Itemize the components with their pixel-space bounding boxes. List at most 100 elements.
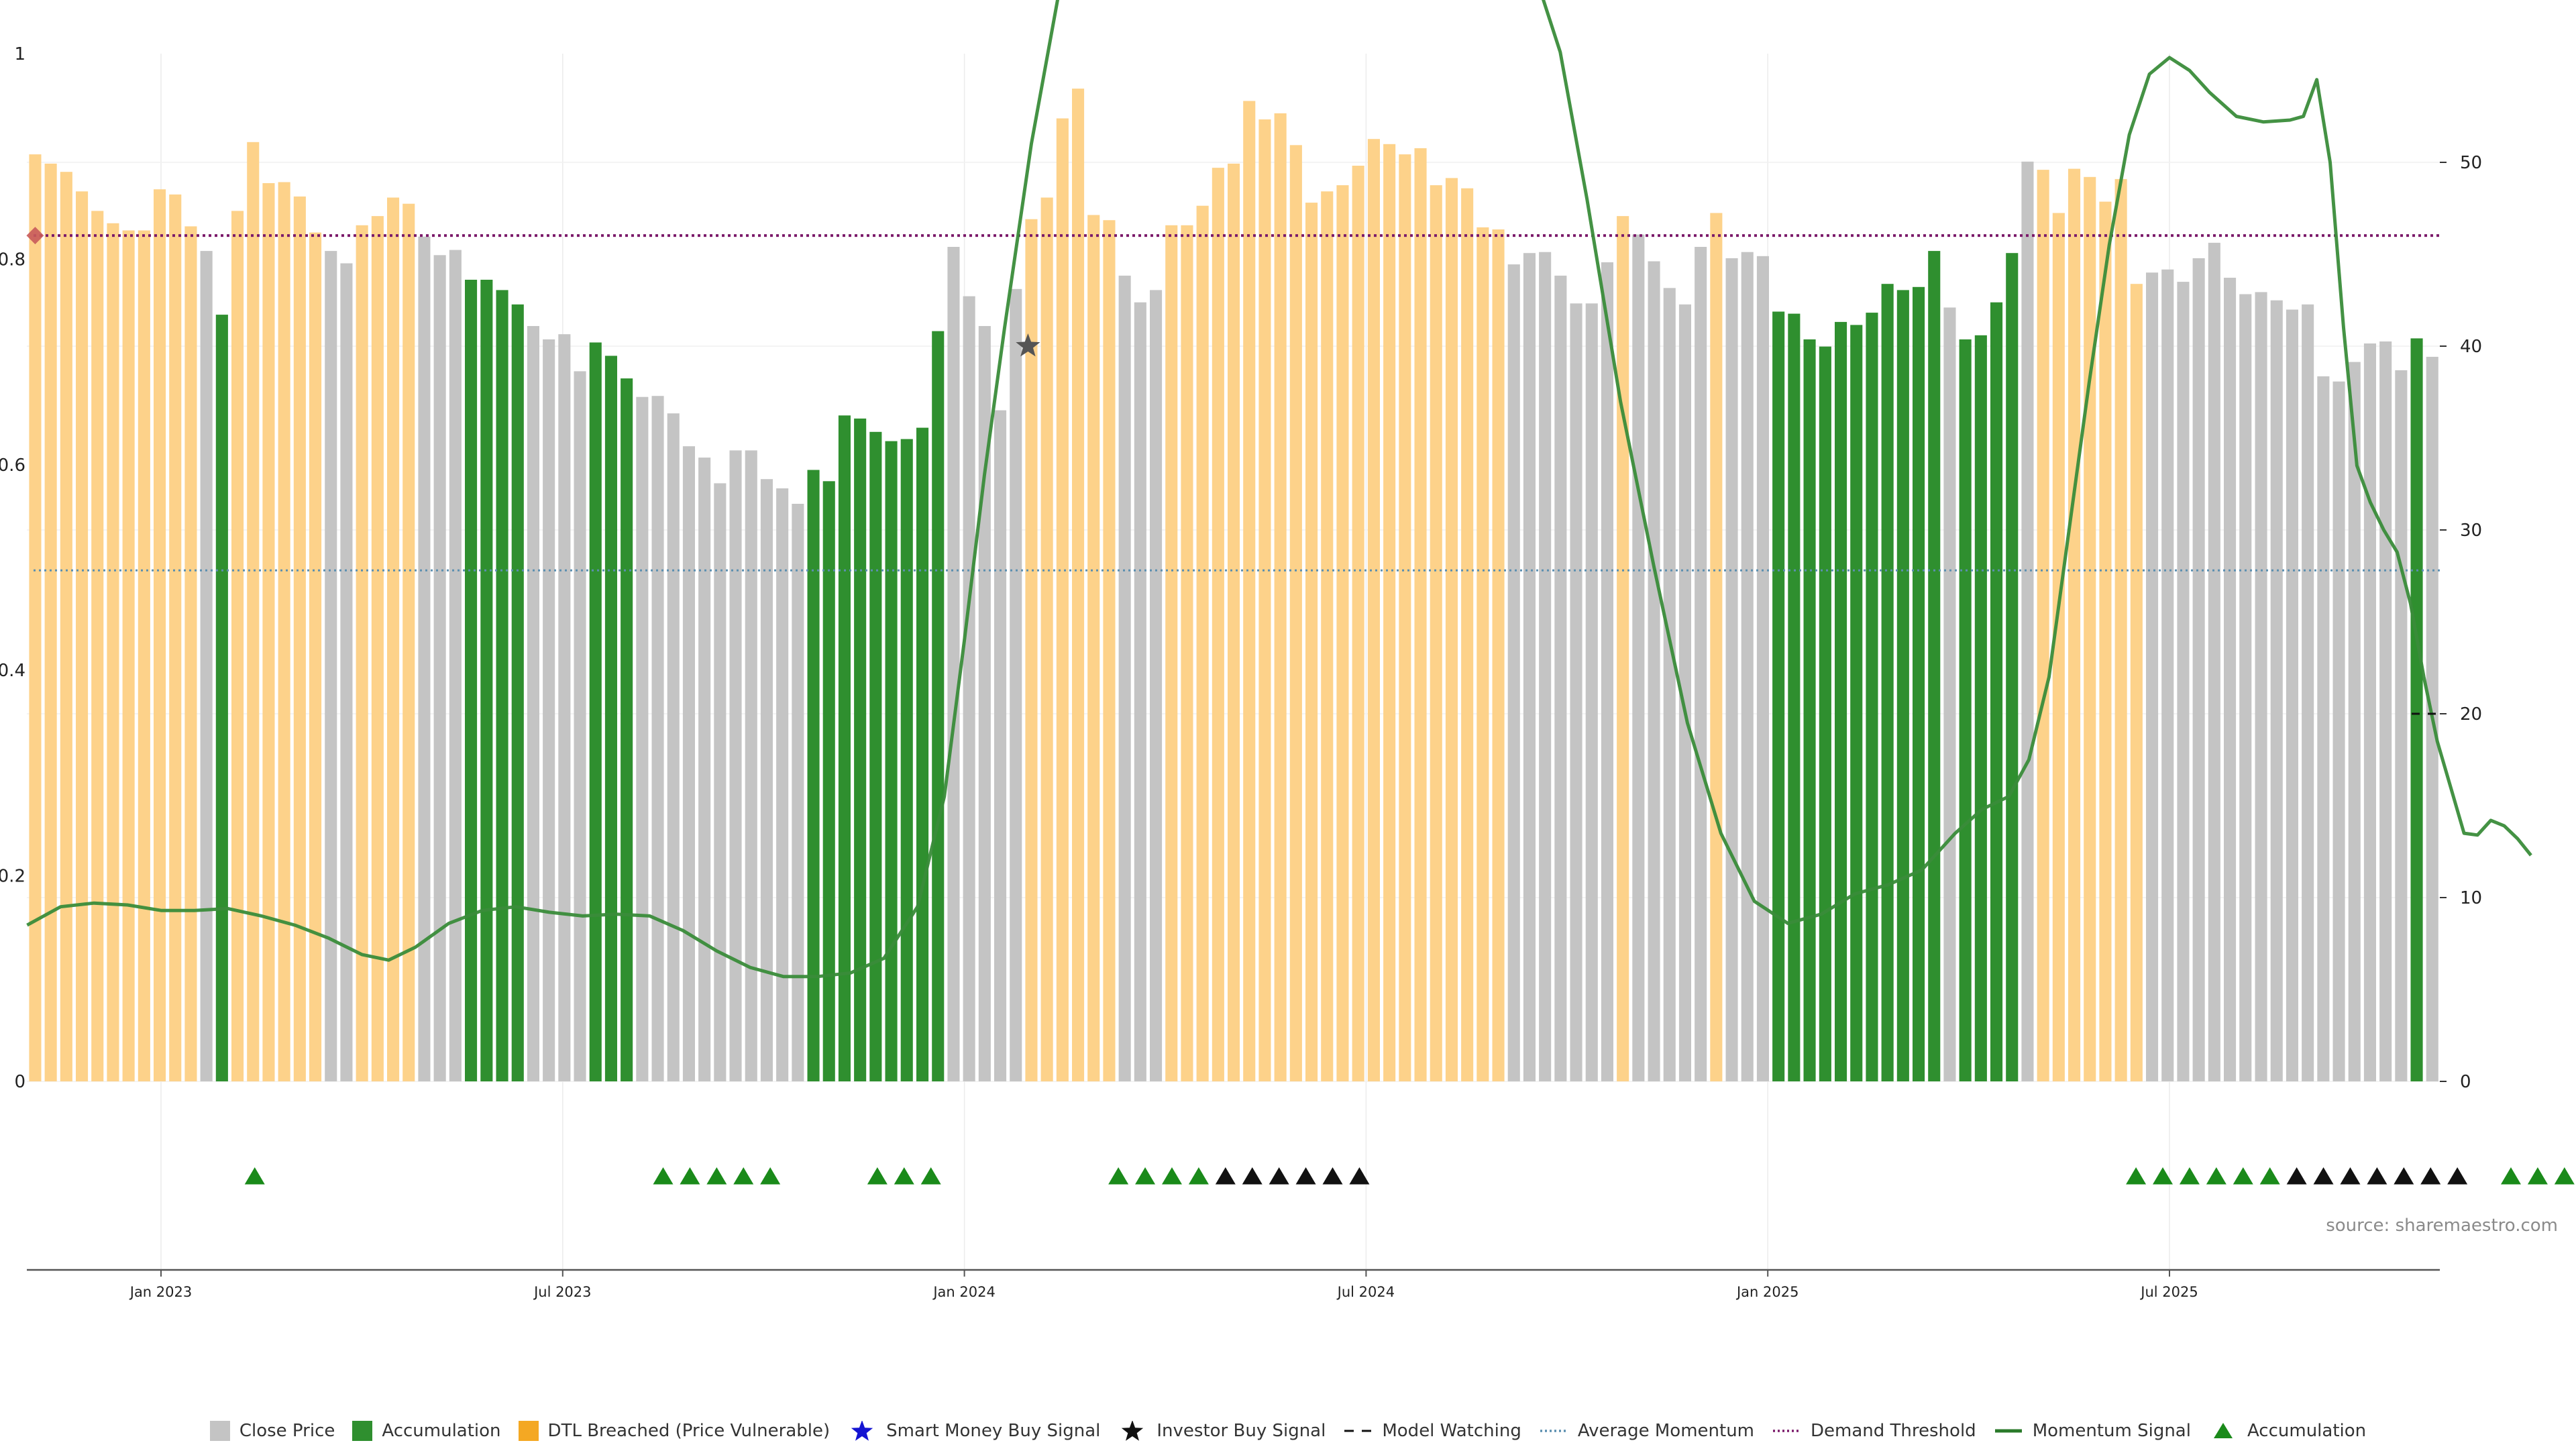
- close-price-bar: [1445, 178, 1458, 1081]
- y-right-tick-label: 10: [2460, 888, 2482, 908]
- close-price-bar: [154, 189, 166, 1082]
- close-price-bar: [231, 211, 244, 1081]
- close-price-bar: [1118, 275, 1131, 1081]
- close-price-bar: [1850, 325, 1863, 1081]
- close-price-bar: [776, 488, 789, 1081]
- accumulation-marker-black: [2394, 1167, 2414, 1185]
- close-price-bar: [1289, 145, 1302, 1081]
- accumulation-marker-black: [1269, 1167, 1289, 1185]
- close-price-bar: [1523, 253, 1536, 1082]
- close-price-bar: [2146, 272, 2159, 1081]
- close-price-bar: [885, 441, 898, 1081]
- accumulation-marker-black: [1215, 1167, 1236, 1185]
- close-price-bar: [1710, 213, 1723, 1081]
- close-price-bar: [1539, 252, 1552, 1082]
- close-price-bar: [2114, 178, 2127, 1081]
- close-price-bar: [1399, 154, 1411, 1082]
- legend-item: Investor Buy Signal: [1118, 1421, 1326, 1441]
- close-price-bar: [2410, 338, 2423, 1081]
- close-price-bar: [745, 450, 757, 1081]
- close-price-bar: [932, 331, 945, 1082]
- y-left-tick-label: 0.8: [0, 250, 25, 270]
- close-price-bar: [371, 216, 384, 1082]
- accumulation-marker-green: [2206, 1167, 2226, 1185]
- legend-label: Close Price: [239, 1421, 335, 1441]
- reference-lines: [26, 0, 2532, 979]
- close-price-bar: [107, 223, 119, 1081]
- close-price-bar: [122, 230, 135, 1081]
- close-price-bar: [169, 194, 182, 1081]
- close-price-bar: [2317, 376, 2330, 1081]
- close-price-bar: [1103, 220, 1116, 1082]
- close-price-bar: [2208, 242, 2220, 1081]
- close-price-bars: [29, 89, 2438, 1082]
- x-tick-label: Jul 2023: [533, 1284, 591, 1300]
- close-price-bar: [325, 251, 337, 1082]
- close-price-bar: [1772, 311, 1785, 1081]
- close-price-bar: [1835, 321, 1847, 1081]
- close-price-bar: [1928, 251, 1941, 1082]
- legend-label: Accumulation: [382, 1421, 501, 1441]
- x-tick-label: Jan 2025: [1735, 1284, 1799, 1300]
- legend-item: DTL Breached (Price Vulnerable): [518, 1421, 830, 1441]
- accumulation-marker-green: [2126, 1167, 2147, 1185]
- legend-item: Smart Money Buy Signal: [847, 1421, 1100, 1441]
- legend-star-icon: [1118, 1421, 1147, 1441]
- accumulation-marker-green: [244, 1167, 265, 1185]
- accumulation-marker-black: [1242, 1167, 1263, 1185]
- close-price-bar: [636, 396, 649, 1081]
- close-price-bar: [293, 196, 306, 1081]
- accumulation-marker-black: [2447, 1167, 2468, 1185]
- accumulation-marker-black: [2367, 1167, 2387, 1185]
- legend-star-icon: [847, 1421, 877, 1441]
- close-price-bar: [682, 446, 695, 1081]
- legend-item: Model Watching: [1343, 1421, 1521, 1441]
- accumulation-marker-green: [2233, 1167, 2253, 1185]
- close-price-bar: [1974, 335, 1987, 1081]
- legend-label: Model Watching: [1382, 1421, 1521, 1441]
- investor-buy-signal-star: [1016, 333, 1040, 357]
- legend-label: Smart Money Buy Signal: [886, 1421, 1101, 1441]
- close-price-bar: [309, 232, 322, 1082]
- close-price-bar: [2037, 170, 2049, 1082]
- close-price-bar: [760, 479, 773, 1081]
- close-price-bar: [714, 483, 727, 1081]
- close-price-bar: [2239, 294, 2252, 1081]
- close-price-bar: [2021, 161, 2034, 1081]
- close-price-bar: [1617, 216, 1629, 1082]
- close-price-bar: [1477, 227, 1489, 1081]
- accumulation-marker-green: [2179, 1167, 2200, 1185]
- close-price-bar: [1788, 313, 1801, 1082]
- accumulation-marker-green: [867, 1167, 888, 1185]
- close-price-bar: [76, 191, 89, 1081]
- source-credit: source: sharemaestro.com: [2326, 1216, 2558, 1236]
- close-price-bar: [2068, 168, 2081, 1082]
- close-price-bar: [1010, 288, 1022, 1081]
- close-price-bar: [854, 418, 867, 1081]
- close-price-bar: [1819, 346, 1831, 1081]
- close-price-bar: [1243, 101, 1256, 1081]
- legend-item: Close Price: [209, 1421, 335, 1441]
- accumulation-marker-green: [1108, 1167, 1129, 1185]
- accumulation-marker-green: [1135, 1167, 1156, 1185]
- close-price-bar: [2379, 341, 2392, 1081]
- close-price-bar: [2286, 309, 2298, 1081]
- chart-legend: Close Price Accumulation DTL Breached (Pri…: [0, 1414, 2576, 1448]
- accumulation-marker-green: [920, 1167, 941, 1185]
- legend-label: Investor Buy Signal: [1157, 1421, 1326, 1441]
- close-price-bar: [1695, 247, 1707, 1081]
- close-price-bar: [822, 481, 835, 1081]
- legend-label: Demand Threshold: [1811, 1421, 1976, 1441]
- close-price-bar: [60, 172, 72, 1082]
- close-price-bar: [1181, 225, 1193, 1081]
- close-price-bar: [1585, 303, 1598, 1081]
- accumulation-marker-green: [2259, 1167, 2280, 1185]
- close-price-bar: [2006, 253, 2019, 1082]
- close-price-bar: [1321, 191, 1334, 1081]
- accumulation-marker-green: [1188, 1167, 1209, 1185]
- close-price-bar: [387, 197, 400, 1081]
- close-price-bar: [2348, 362, 2361, 1081]
- legend-item: Average Momentum: [1539, 1421, 1754, 1441]
- close-price-bar: [1430, 185, 1442, 1082]
